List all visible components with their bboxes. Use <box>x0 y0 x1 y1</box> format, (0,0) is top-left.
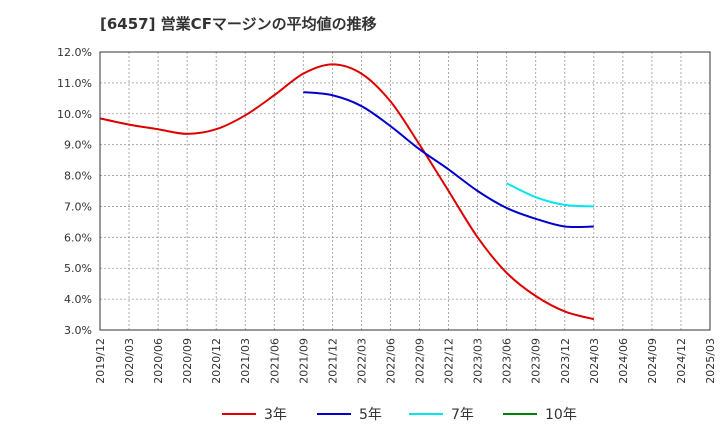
x-tick-label: 2023/12 <box>559 338 572 384</box>
x-tick-label: 2022/03 <box>355 338 368 384</box>
series-line-1 <box>99 63 595 321</box>
y-tick-label: 8.0% <box>64 170 92 183</box>
x-tick-label: 2021/12 <box>326 338 339 384</box>
y-tick-label: 5.0% <box>64 262 92 275</box>
legend-label-3: 7年 <box>451 407 474 423</box>
y-tick-label: 10.0% <box>57 108 92 121</box>
legend: 3年 5年 7年 10年 <box>222 407 577 423</box>
x-tick-label: 2025/03 <box>704 338 717 384</box>
y-tick-label: 6.0% <box>64 231 92 244</box>
x-tick-label: 2020/12 <box>210 338 223 384</box>
x-tick-label: 2024/06 <box>617 338 630 384</box>
plot-frame <box>99 51 711 331</box>
y-tick-label: 7.0% <box>64 200 92 213</box>
chart-title: [6457] 営業CFマージンの平均値の推移 <box>100 15 377 33</box>
x-tick-label: 2020/09 <box>181 338 194 384</box>
x-tick-label: 2024/12 <box>675 338 688 384</box>
x-tick-label: 2023/03 <box>472 338 485 384</box>
y-tick-label: 9.0% <box>64 139 92 152</box>
legend-label-4: 10年 <box>545 407 577 423</box>
x-tick-label: 2023/09 <box>530 338 543 384</box>
x-tick-label: 2019/12 <box>94 338 107 384</box>
legend-label-1: 3年 <box>264 407 287 423</box>
x-tick-label: 2021/09 <box>297 338 310 384</box>
x-tick-label: 2023/06 <box>501 338 514 384</box>
x-tick-label: 2024/09 <box>646 338 659 384</box>
grid-lines <box>99 51 711 331</box>
x-tick-label: 2021/06 <box>268 338 281 384</box>
y-tick-label: 11.0% <box>57 77 92 90</box>
series-line-3 <box>506 182 594 208</box>
series-lines <box>99 63 595 321</box>
x-tick-label: 2022/09 <box>414 338 427 384</box>
x-tick-label: 2024/03 <box>588 338 601 384</box>
x-tick-label: 2022/06 <box>384 338 397 384</box>
x-tick-label: 2021/03 <box>239 338 252 384</box>
x-tick-label: 2020/06 <box>152 338 165 384</box>
x-tick-label: 2022/12 <box>443 338 456 384</box>
series-line-2 <box>303 91 594 229</box>
x-tick-label: 2020/03 <box>123 338 136 384</box>
legend-label-2: 5年 <box>359 407 382 423</box>
y-tick-label: 4.0% <box>64 293 92 306</box>
y-tick-label: 12.0% <box>57 46 92 59</box>
y-tick-label: 3.0% <box>64 324 92 337</box>
y-axis-ticks: 3.0% 4.0% 5.0% 6.0% 7.0% 8.0% 9.0% 10.0% 11.0% 12… <box>57 46 92 337</box>
x-axis-ticks: 2019/12 2020/03 2020/06 2020/09 2020/12 2021/… <box>94 338 717 384</box>
